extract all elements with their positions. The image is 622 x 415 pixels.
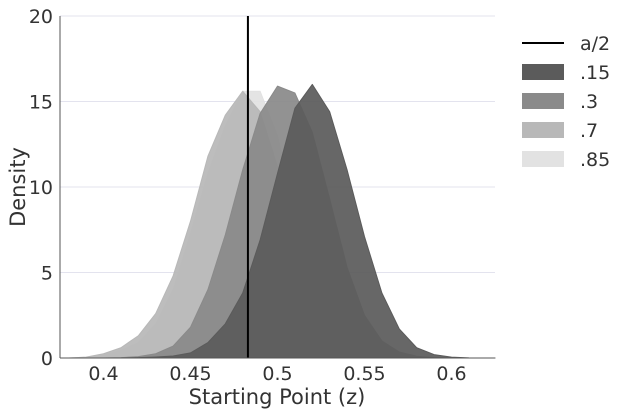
tick-labels: 0.4 0.45 0.5 0.55 0.6 0 5 10 15 20: [29, 6, 467, 385]
legend-swatch-4: [522, 122, 564, 138]
legend-swatch-3: [522, 93, 564, 109]
density-area-4: [68, 83, 496, 359]
legend-label-5: .85: [580, 149, 610, 171]
x-tick-label-1: 0.45: [169, 363, 211, 385]
legend-label-3: .3: [580, 91, 598, 113]
y-tick-label-2: 10: [29, 177, 53, 199]
axes: [59, 16, 495, 359]
y-tick-label-4: 20: [29, 6, 53, 28]
legend-label-4: .7: [580, 120, 598, 142]
x-axis-label: Starting Point (z): [189, 385, 366, 409]
x-tick-label-3: 0.55: [343, 363, 385, 385]
x-tick-label-0: 0.4: [88, 363, 118, 385]
y-tick-label-3: 15: [29, 92, 53, 114]
legend: a/2 .15 .3 .7 .85: [522, 33, 610, 171]
x-tick-label-4: 0.6: [436, 363, 466, 385]
y-tick-label-0: 0: [41, 348, 53, 370]
density-areas: [68, 83, 496, 359]
x-tick-label-2: 0.5: [262, 363, 292, 385]
y-axis-label: Density: [6, 147, 30, 227]
y-tick-label-1: 5: [41, 263, 53, 285]
legend-label-2: .15: [580, 62, 610, 84]
legend-swatch-5: [522, 151, 564, 167]
legend-label-1: a/2: [580, 33, 610, 55]
legend-swatch-2: [522, 64, 564, 80]
